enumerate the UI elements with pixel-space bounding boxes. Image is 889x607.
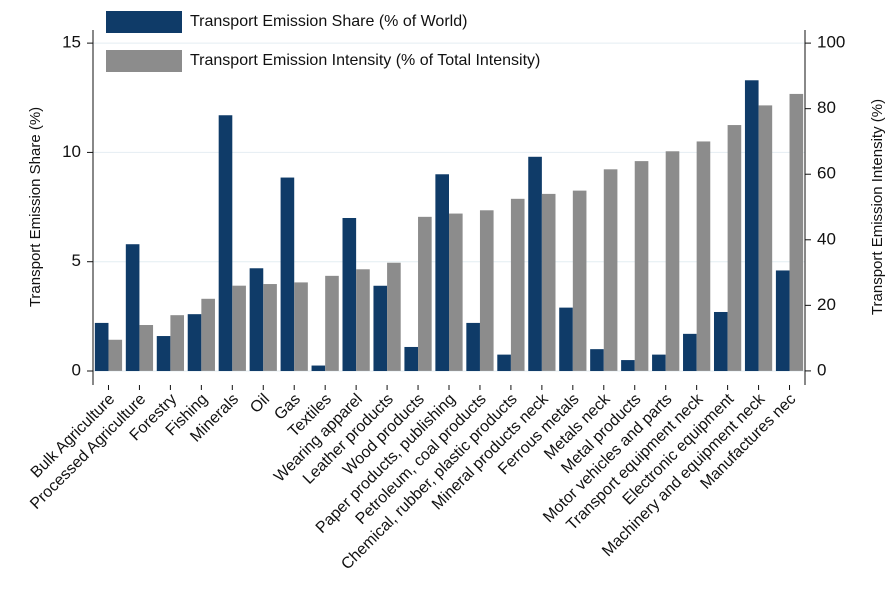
legend-label: Transport Emission Share (% of World) (190, 13, 467, 30)
bar (603, 169, 618, 371)
bar (125, 244, 140, 372)
y2-tick-label: 80 (817, 98, 836, 117)
bar (342, 217, 357, 372)
bar (232, 285, 246, 371)
bar (435, 174, 449, 372)
bar (373, 285, 388, 372)
legend-label: Transport Emission Intensity (% of Total… (190, 52, 540, 69)
bar (541, 193, 556, 371)
bar (94, 322, 109, 372)
bar (713, 311, 728, 372)
bar (170, 315, 185, 371)
bar (294, 282, 308, 371)
bar (325, 275, 339, 371)
bar (479, 210, 494, 371)
bar (280, 177, 295, 372)
bar (727, 125, 742, 371)
bar (528, 156, 542, 372)
legend-swatch (106, 11, 182, 33)
bar (201, 298, 215, 371)
y2-tick-label: 0 (817, 360, 826, 379)
bar (249, 268, 264, 372)
bar (789, 93, 804, 371)
y-axis-title: Transport Emission Share (%) (27, 107, 44, 307)
bar (497, 354, 511, 372)
y2-tick-label: 100 (817, 33, 845, 52)
y2-tick-label: 60 (817, 164, 836, 183)
x-tick-label: Oil (247, 391, 273, 417)
y-tick-label: 5 (72, 251, 81, 270)
bar (621, 360, 635, 372)
bar (758, 105, 773, 371)
bar (590, 349, 604, 372)
bar (418, 216, 432, 371)
bar (387, 262, 401, 371)
y2-tick-label: 20 (817, 295, 836, 314)
bar (652, 354, 666, 372)
bar (683, 333, 697, 372)
bar (311, 365, 326, 372)
bar (572, 190, 587, 371)
bar (634, 161, 649, 371)
bar (139, 325, 154, 371)
bar (108, 339, 123, 371)
y2-axis-title: Transport Emission Intensity (%) (869, 99, 886, 315)
bar (466, 322, 480, 372)
bar (696, 141, 711, 371)
bar (156, 336, 171, 372)
bar (559, 307, 573, 372)
y-tick-label: 15 (62, 33, 81, 52)
bar (665, 151, 680, 371)
bar (404, 346, 419, 372)
bar (263, 284, 277, 371)
bar (744, 80, 759, 372)
y2-tick-label: 40 (817, 229, 836, 248)
legend-swatch (106, 50, 182, 72)
bar (356, 269, 370, 371)
bar (218, 115, 233, 372)
bar (449, 213, 463, 371)
y-tick-label: 0 (72, 360, 81, 379)
y-tick-label: 10 (62, 142, 81, 161)
bar (187, 314, 202, 372)
bar (510, 198, 525, 371)
bar (775, 270, 790, 372)
